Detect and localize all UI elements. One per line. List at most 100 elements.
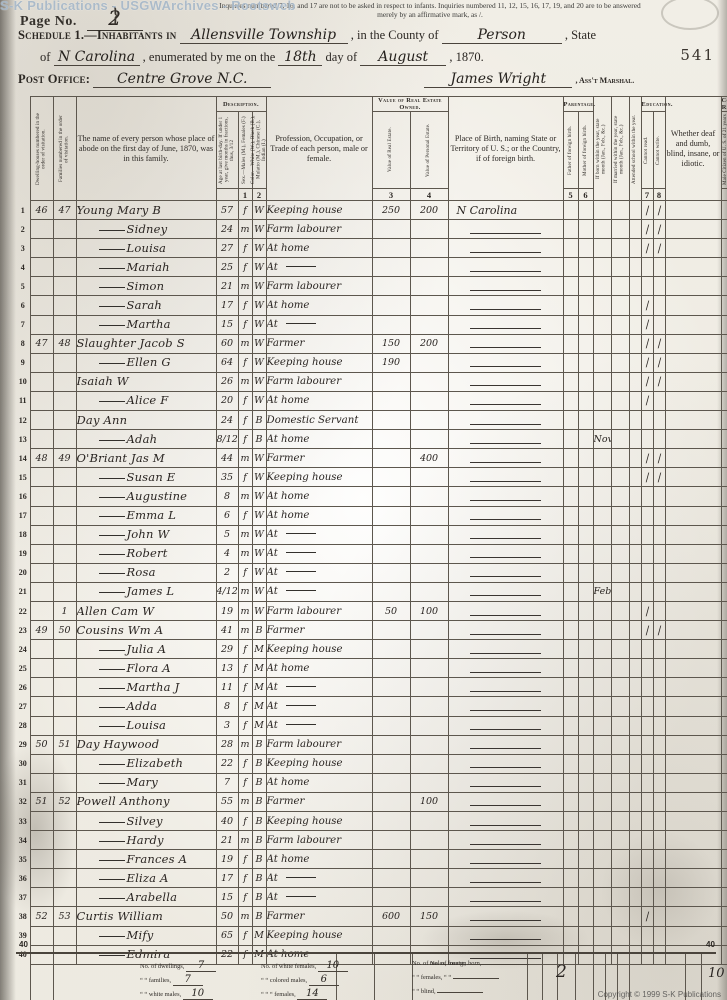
person-name: Arabella [75, 887, 217, 908]
color: B [251, 734, 267, 755]
dwelling-number [29, 810, 54, 832]
ditto-mark [470, 366, 541, 368]
occupation: At [265, 715, 373, 736]
cannot-write [652, 505, 666, 526]
check-mark: / [643, 375, 651, 389]
attended-school [628, 467, 642, 488]
row-number-left: 25 [18, 663, 27, 673]
dwelling-number [29, 887, 54, 908]
dwelling-number [29, 925, 54, 946]
cannot-read: / [640, 295, 654, 316]
sex: m [237, 830, 253, 851]
sex: m [237, 333, 253, 354]
state-field: N Carolina [53, 50, 140, 66]
check-mark: / [643, 470, 651, 485]
cannot-read: / [640, 390, 654, 412]
occupation: At home [265, 486, 373, 507]
month-married [610, 524, 630, 545]
mother-foreign-born [577, 715, 594, 736]
name-text: Mariah [126, 259, 170, 274]
col10-header: Place of Birth, naming State or Territor… [447, 96, 564, 201]
insane-value [467, 964, 514, 965]
of-label: of [40, 50, 51, 64]
family-number: 50 [52, 620, 77, 641]
occupation-dash [285, 265, 316, 267]
value-real-estate [371, 868, 411, 889]
occupation: At home [265, 849, 373, 870]
color: W [251, 238, 267, 259]
value-personal-estate: 100 [409, 600, 449, 622]
cannot-read [640, 715, 654, 736]
name-text: Louisa [126, 718, 167, 733]
father-foreign-born [562, 925, 579, 946]
colnum-8: 8 [652, 188, 666, 201]
age: 21 [215, 276, 239, 297]
value-real-estate [371, 543, 411, 564]
ditto-mark [470, 423, 541, 425]
color: W [251, 276, 267, 297]
sex: m [237, 581, 253, 602]
person-name: Sarah [75, 295, 217, 316]
family-number: 51 [52, 734, 77, 755]
row-number-left: 11 [18, 396, 27, 406]
age: 25 [215, 257, 239, 278]
male-citizen [720, 810, 727, 832]
person-name: Sidney [75, 219, 217, 240]
family-number [52, 429, 77, 450]
month-born [592, 199, 612, 221]
color: M [251, 639, 267, 660]
dwelling-number [29, 677, 54, 698]
mother-foreign-born [577, 238, 594, 259]
defect [664, 410, 722, 431]
col1-header: Dwelling-houses numbered in the order of… [34, 112, 47, 185]
cannot-read: / [640, 467, 654, 488]
occupation-text: At [266, 700, 278, 712]
color: B [251, 906, 267, 927]
row-number-left: 40 [18, 950, 27, 960]
dwelling-number: 52 [29, 906, 54, 927]
age: 41 [215, 620, 239, 641]
cannot-read [640, 677, 654, 698]
name-text: Emma L [126, 508, 177, 523]
age: 24 [215, 219, 239, 240]
ditto-mark [470, 748, 541, 750]
value-personal-estate [409, 677, 449, 698]
defect [664, 734, 722, 755]
colnum-1: 1 [237, 188, 253, 201]
male-citizen [720, 677, 727, 698]
cannot-read [640, 639, 654, 660]
sex: f [237, 390, 253, 412]
cannot-read [640, 849, 654, 870]
ditto-mark [470, 939, 541, 941]
defect [664, 830, 722, 851]
mother-foreign-born [577, 696, 594, 717]
row-number-left: 27 [18, 701, 27, 711]
month-born [592, 543, 612, 564]
dwelling-number [29, 581, 54, 602]
father-foreign-born [562, 199, 579, 221]
person-name: Martha J [75, 677, 217, 698]
father-foreign-born [562, 429, 579, 450]
value-real-estate [371, 715, 411, 736]
occupation-dash [285, 876, 316, 878]
check-mark: / [643, 317, 651, 332]
dwelling-number [29, 753, 54, 774]
township-field: Allensville Township [179, 28, 348, 44]
cannot-read [640, 734, 654, 755]
ditto-mark [470, 862, 541, 864]
ditto-dash [98, 267, 125, 269]
cannot-read [640, 772, 654, 793]
occupation-text: At [266, 319, 278, 331]
male-citizen [720, 658, 727, 679]
month-married [610, 620, 630, 641]
color: W [251, 524, 267, 545]
father-foreign-born [562, 696, 579, 717]
color: W [251, 600, 267, 622]
value-personal-estate [409, 639, 449, 660]
person-name: Susan E [75, 467, 217, 488]
brace-glyph: } [110, 2, 121, 27]
father-foreign-born [562, 486, 579, 507]
month-born [592, 600, 612, 622]
